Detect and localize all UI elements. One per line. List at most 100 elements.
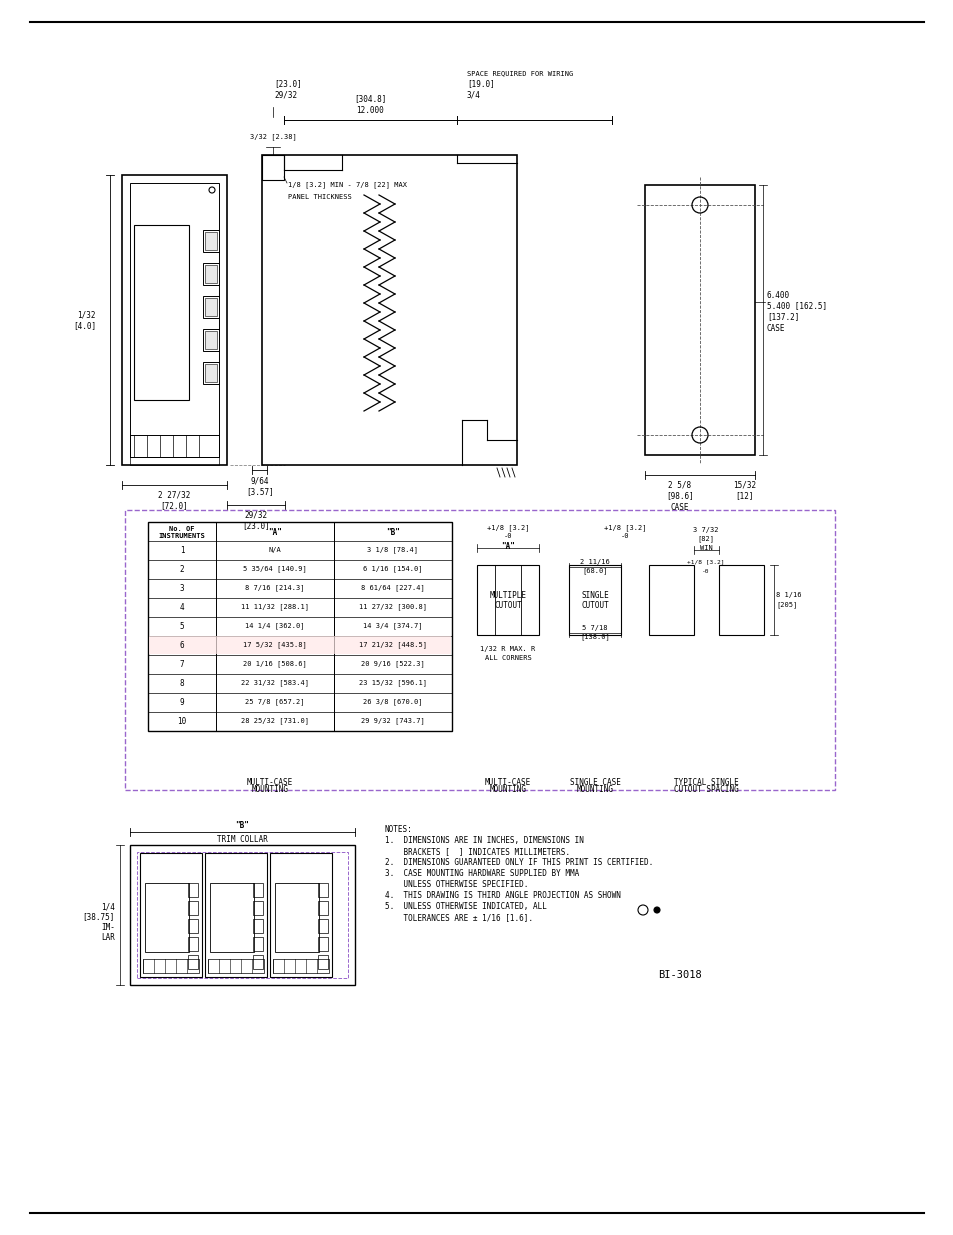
Bar [143,960,199,973]
Text: 20 9/16 [522.3]: 20 9/16 [522.3] [361,661,424,667]
Text: 2 5/8: 2 5/8 [668,480,691,489]
Text: 1/32: 1/32 [77,310,96,320]
Text: CASE: CASE [670,503,688,511]
Text: 22 31/32 [583.4]: 22 31/32 [583.4] [241,679,309,687]
Text: 3 1/8 [78.4]: 3 1/8 [78.4] [367,547,418,553]
Text: 14 1/4 [362.0]: 14 1/4 [362.0] [245,622,304,630]
Text: 5: 5 [179,621,184,631]
Bar [140,853,202,977]
Bar [317,902,328,915]
Text: 4: 4 [179,603,184,611]
Text: 20 1/16 [508.6]: 20 1/16 [508.6] [243,661,307,667]
Text: [23.0]: [23.0] [274,79,301,89]
Text: "B": "B" [386,527,399,536]
Bar [210,883,253,952]
Text: [23.0]: [23.0] [242,521,270,531]
Text: TOLERANCES ARE ± 1/16 [1.6].: TOLERANCES ARE ± 1/16 [1.6]. [385,913,533,923]
Text: 17 21/32 [448.5]: 17 21/32 [448.5] [358,642,427,648]
Text: [72.0]: [72.0] [160,501,188,510]
Text: No. OF: No. OF [169,526,194,532]
Text: 5.  UNLESS OTHERWISE INDICATED, ALL: 5. UNLESS OTHERWISE INDICATED, ALL [385,902,546,911]
Text: 3/4: 3/4 [467,90,480,100]
Text: 3 7/32: 3 7/32 [693,527,718,534]
Text: 11 27/32 [300.8]: 11 27/32 [300.8] [358,604,427,610]
Bar [148,522,452,731]
Text: WIN: WIN [699,545,712,551]
Text: UNLESS OTHERWISE SPECIFIED.: UNLESS OTHERWISE SPECIFIED. [385,881,528,889]
Bar [205,331,216,350]
Text: 5.400 [162.5]: 5.400 [162.5] [766,301,826,310]
Text: [12]: [12] [735,492,754,500]
Bar [274,883,318,952]
Text: INSTRUMENTS: INSTRUMENTS [158,534,205,538]
Text: BI-3018: BI-3018 [658,969,701,981]
Text: 11 11/32 [288.1]: 11 11/32 [288.1] [241,604,309,610]
Text: ALL CORNERS: ALL CORNERS [484,655,531,661]
Text: [38.75]: [38.75] [83,913,115,921]
Text: 9: 9 [179,698,184,706]
Text: [3.57]: [3.57] [246,488,274,496]
Bar [253,902,263,915]
Text: 14 3/4 [374.7]: 14 3/4 [374.7] [363,622,422,630]
Text: 29 9/32 [743.7]: 29 9/32 [743.7] [361,718,424,725]
Bar [205,853,267,977]
Bar [317,883,328,897]
Text: 1/8 [3.2] MIN - 7/8 [22] MAX: 1/8 [3.2] MIN - 7/8 [22] MAX [288,182,407,189]
Text: 8: 8 [179,678,184,688]
Bar [203,329,219,351]
Text: 6: 6 [179,641,184,650]
Text: [19.0]: [19.0] [467,79,495,89]
Text: [68.0]: [68.0] [581,568,607,574]
Text: 2 27/32: 2 27/32 [157,490,190,499]
Text: 25 7/8 [657.2]: 25 7/8 [657.2] [245,699,304,705]
Bar [130,457,219,466]
Text: 29/32: 29/32 [274,90,296,100]
Text: NOTES:: NOTES: [385,825,413,834]
Text: CUTOUT: CUTOUT [580,600,608,610]
Text: 17 5/32 [435.8]: 17 5/32 [435.8] [243,642,307,648]
Text: MULTI-CASE: MULTI-CASE [247,778,293,787]
Text: TYPICAL SINGLE: TYPICAL SINGLE [673,778,738,787]
Text: [138.0]: [138.0] [579,634,609,641]
Text: 8 61/64 [227.4]: 8 61/64 [227.4] [361,584,424,592]
Text: +1/8 [3.2]: +1/8 [3.2] [603,525,645,531]
Text: -0: -0 [620,534,629,538]
Text: 26 3/8 [670.0]: 26 3/8 [670.0] [363,699,422,705]
Text: 23 15/32 [596.1]: 23 15/32 [596.1] [358,679,427,687]
Bar [122,175,227,466]
Bar [568,564,620,635]
Bar [130,183,219,457]
Bar [253,919,263,932]
Bar [133,225,189,400]
Text: [82]: [82] [697,536,714,542]
Text: CUTOUT: CUTOUT [494,600,521,610]
Text: 1: 1 [179,546,184,555]
Text: 12.000: 12.000 [355,105,383,115]
Text: 2.  DIMENSIONS GUARANTEED ONLY IF THIS PRINT IS CERTIFIED.: 2. DIMENSIONS GUARANTEED ONLY IF THIS PR… [385,858,653,867]
Bar [476,564,538,635]
Bar [203,263,219,285]
Bar [203,230,219,252]
Text: LAR: LAR [101,932,115,941]
Bar [205,364,216,382]
Bar [145,883,189,952]
Text: 5 35/64 [140.9]: 5 35/64 [140.9] [243,566,307,572]
Bar [130,435,219,457]
Text: SPACE REQUIRED FOR WIRING: SPACE REQUIRED FOR WIRING [467,70,573,77]
Text: [304.8]: [304.8] [354,95,386,104]
Text: MOUNTING: MOUNTING [252,784,288,794]
Text: 28 25/32 [731.0]: 28 25/32 [731.0] [241,718,309,725]
Bar [253,883,263,897]
Bar [130,845,355,986]
Text: [137.2]: [137.2] [766,312,799,321]
Text: IM-: IM- [101,923,115,931]
Text: 15/32: 15/32 [733,480,756,489]
Text: 10: 10 [177,716,187,725]
Text: -0: -0 [701,568,709,573]
Bar [648,564,693,635]
Text: 8 1/16: 8 1/16 [775,592,801,598]
Bar [149,636,451,655]
Text: 1.  DIMENSIONS ARE IN INCHES, DIMENSIONS IN: 1. DIMENSIONS ARE IN INCHES, DIMENSIONS … [385,836,583,845]
Text: -0: -0 [503,534,512,538]
Text: 2 11/16: 2 11/16 [579,559,609,564]
